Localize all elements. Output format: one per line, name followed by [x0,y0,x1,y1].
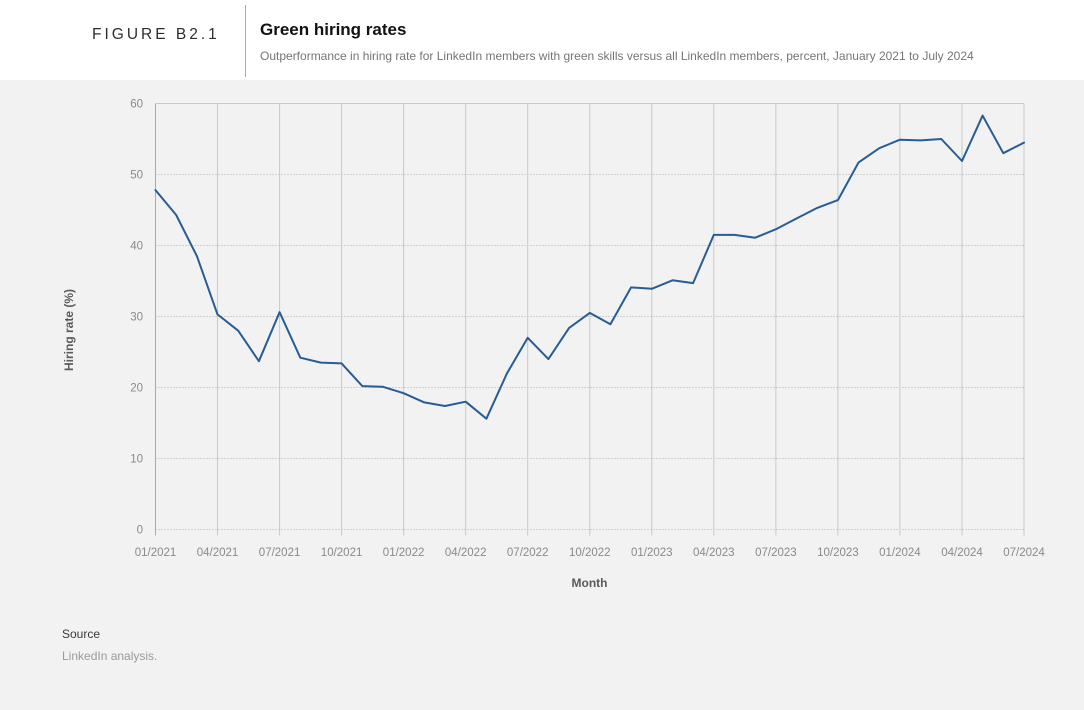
x-tick-label: 07/2024 [1003,547,1045,559]
data-line-series [154,114,1025,420]
x-tick-label: 07/2023 [755,547,797,559]
x-tick-label: 04/2024 [941,547,983,559]
x-tick-label: 01/2024 [879,547,921,559]
y-tick-label: 30 [130,312,143,324]
x-tick-label: 10/2023 [817,547,859,559]
line-chart: 0 10 20 30 40 50 60 01/2021 04/2021 07/2021 10/202… [130,99,1045,560]
source-text: LinkedIn analysis. [62,649,158,663]
y-tick-label: 10 [130,454,143,466]
chart-section: 0 10 20 30 40 50 60 01/2021 04/2021 07/2021 10/202… [0,80,1084,710]
figure-subtitle: Outperformance in hiring rate for Linked… [260,49,974,63]
x-tick-label: 01/2021 [135,547,177,559]
y-axis-label: Hiring rate (%) [62,288,76,372]
x-tick-label: 01/2022 [383,547,425,559]
y-tick-label: 40 [130,241,143,253]
y-tick-label: 0 [137,525,143,537]
x-tick-label: 10/2022 [569,547,611,559]
x-axis-label: Month [571,576,608,590]
x-tick-label: 04/2022 [445,547,487,559]
x-tick-label: 04/2023 [693,547,735,559]
y-tick-label: 60 [130,99,143,111]
x-tick-label: 07/2022 [507,547,549,559]
figure-title: Green hiring rates [260,20,407,39]
y-tick-label: 50 [130,170,143,182]
figure-header: FIGURE B2.1 Green hiring rates Outperfor… [0,0,1084,80]
source-block: Source LinkedIn analysis. [62,627,157,663]
x-tick-label: 07/2021 [259,547,301,559]
x-tick-label: 10/2021 [321,547,363,559]
x-tick-label: 04/2021 [197,547,239,559]
source-label: Source [62,627,101,641]
y-tick-label: 20 [130,383,143,395]
figure-number: FIGURE B2.1 [92,26,220,43]
header-divider [245,5,246,77]
x-tick-label: 01/2023 [631,547,673,559]
